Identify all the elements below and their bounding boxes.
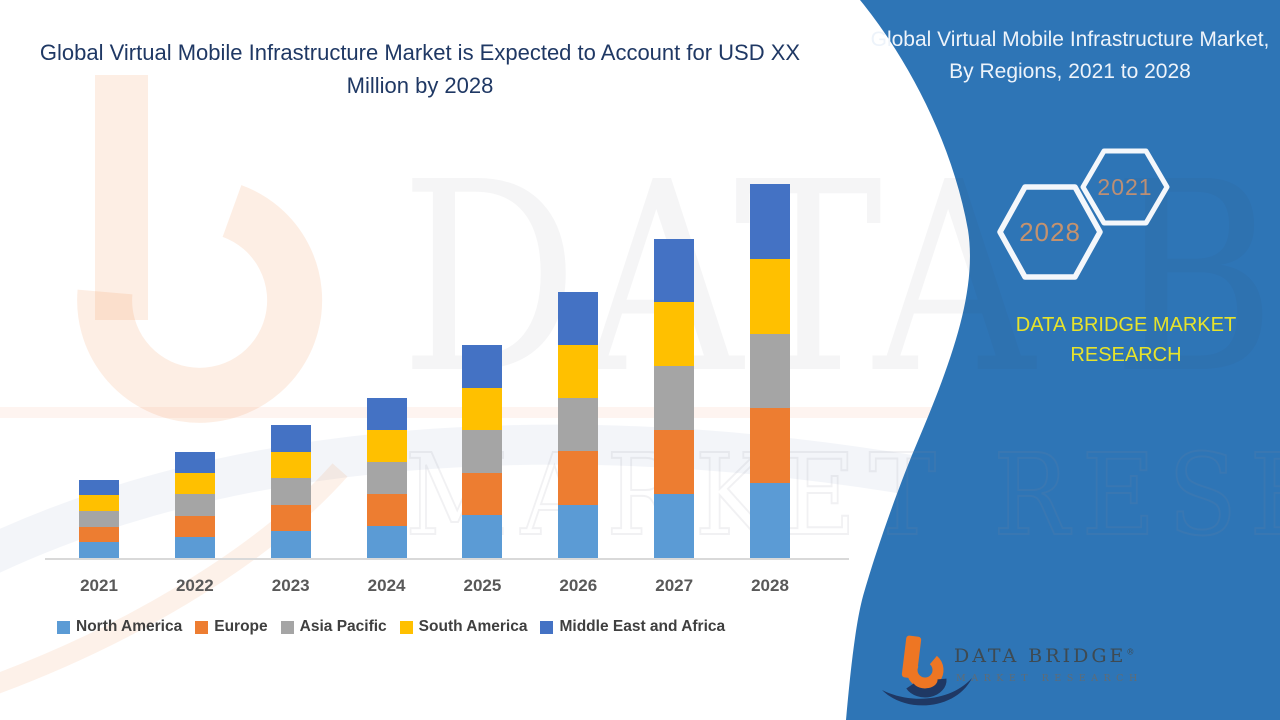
x-axis-label: 2022 [175, 576, 214, 595]
footer-logo-mark [882, 635, 972, 706]
x-axis-label: 2028 [751, 576, 789, 595]
logo-under-bowl [906, 678, 947, 698]
bar-segment-europe [270, 504, 311, 532]
brand-text-yellow: DATA BRIDGE MARKET RESEARCH [1015, 314, 1237, 366]
bar-segment-north-america [270, 531, 311, 558]
legend-label: Europe [214, 618, 268, 635]
legend-item-north-america: North America [57, 618, 182, 636]
logo-b-bowl [906, 651, 944, 689]
bar-segment-europe [750, 408, 791, 484]
legend-item-middle-east-and-africa: Middle East and Africa [540, 618, 725, 636]
x-axis-label: 2027 [655, 576, 694, 595]
bar-segment-north-america [79, 542, 119, 558]
bar-segment-asia-pacific [366, 461, 407, 494]
bar-segment-asia-pacific [558, 398, 599, 452]
bar-segment-asia-pacific [174, 494, 215, 516]
legend-swatch [399, 620, 413, 634]
bar-segment-north-america [366, 525, 407, 558]
x-axis-label: 2026 [559, 576, 598, 595]
legend-swatch [195, 620, 209, 634]
bar-segment-europe [174, 515, 215, 537]
bar-segment-south-america [270, 451, 311, 479]
bar-segment-middle-east-and-africa [79, 479, 119, 496]
bar-segment-europe [654, 430, 695, 495]
registered-mark: ® [1126, 647, 1138, 657]
bar-segment-south-america [558, 344, 599, 399]
bar-segment-asia-pacific [462, 430, 503, 473]
hexagon-2028-label: 2028 [1019, 217, 1081, 247]
legend-label: North America [76, 618, 183, 635]
x-axis-label: 2024 [367, 576, 406, 595]
side-panel-heading: Global Virtual Mobile Infrastructure Mar… [870, 28, 1270, 83]
legend-item-asia-pacific: Asia Pacific [280, 618, 387, 636]
bar-segment-south-america [79, 495, 119, 511]
bar-segment-middle-east-and-africa [174, 452, 215, 474]
bar-segment-north-america [558, 504, 599, 558]
bar-segment-asia-pacific [750, 333, 791, 409]
hexagon-2021-label: 2021 [1097, 174, 1152, 200]
bar-segment-middle-east-and-africa [750, 184, 791, 259]
logo-swoosh [882, 678, 972, 706]
bar-segment-europe [79, 526, 119, 543]
legend-label: Middle East and Africa [559, 618, 726, 635]
bar-segment-south-america [654, 302, 695, 367]
bar-segment-north-america [654, 494, 695, 558]
legend-label: South America [418, 618, 528, 635]
legend-item-europe: Europe [195, 618, 268, 636]
chart-legend: North America Europe Asia Pacific South Ame… [57, 618, 725, 636]
chart-title: Global Virtual Mobile Infrastructure Mar… [39, 40, 801, 98]
bar-segment-europe [366, 493, 407, 526]
legend-swatch [57, 620, 70, 634]
x-axis-label: 2021 [80, 576, 118, 595]
bar-segment-south-america [462, 387, 503, 431]
hexagon-2028 [997, 184, 1103, 280]
bar-segment-asia-pacific [270, 478, 311, 505]
bar-segment-europe [558, 451, 599, 505]
bar-segment-south-america [750, 258, 791, 334]
x-axis-line [45, 558, 849, 560]
bar-segment-middle-east-and-africa [462, 345, 503, 388]
bar-segment-europe [462, 472, 503, 516]
footer-logo-name: DATA BRIDGE® [954, 645, 1137, 667]
hexagon-2021 [1080, 148, 1170, 226]
bar-segment-north-america [462, 515, 503, 558]
footer-logo-subname: MARKET RESEARCH [956, 673, 1143, 684]
bar-segment-north-america [174, 536, 215, 558]
legend-swatch [540, 620, 554, 634]
bar-segment-asia-pacific [79, 510, 119, 527]
bar-segment-south-america [174, 473, 215, 495]
bar-segment-south-america [366, 429, 407, 462]
legend-label: Asia Pacific [299, 618, 387, 635]
bar-segment-middle-east-and-africa [558, 291, 599, 345]
footer-logo-name-text: DATA BRIDGE [954, 645, 1127, 667]
x-axis-label: 2025 [463, 576, 502, 595]
legend-swatch [280, 620, 294, 634]
bar-segment-middle-east-and-africa [366, 397, 407, 430]
legend-item-south-america: South America [399, 618, 528, 636]
bar-segment-north-america [750, 483, 791, 558]
x-axis-label: 2023 [271, 576, 310, 595]
bar-segment-middle-east-and-africa [270, 425, 311, 452]
side-panel-shape [846, 0, 1280, 720]
bar-segment-middle-east-and-africa [654, 238, 695, 303]
bar-segment-asia-pacific [654, 366, 695, 431]
